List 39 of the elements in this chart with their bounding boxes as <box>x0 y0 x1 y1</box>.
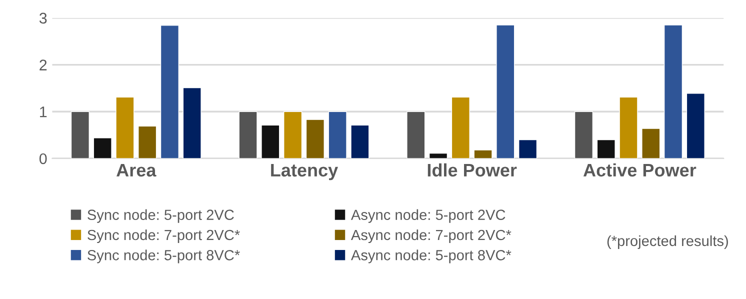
legend-label: Async node: 5-port 8VC* <box>350 250 512 264</box>
bar <box>328 111 347 158</box>
bar <box>686 93 705 158</box>
legend-label: Sync node: 5-port 2VC <box>88 209 234 223</box>
y-tick-label: 3 <box>39 12 47 24</box>
bar <box>93 138 112 158</box>
bar <box>574 111 594 158</box>
bar <box>138 126 157 158</box>
y-tick-label: 0 <box>39 153 47 164</box>
x-tick-label: Area <box>116 164 156 177</box>
bar <box>406 111 426 158</box>
bar <box>116 96 134 158</box>
legend-label: Sync node: 5-port 8VC* <box>88 250 240 264</box>
text: (*projected results) <box>607 235 728 249</box>
bar <box>664 24 683 158</box>
bar <box>474 150 492 158</box>
bar <box>619 96 638 158</box>
bar <box>70 111 90 158</box>
bar <box>596 139 616 158</box>
bar <box>496 24 515 158</box>
legend-label: Async node: 7-port 2VC* <box>350 229 512 244</box>
bar <box>642 128 660 158</box>
bar <box>238 111 258 158</box>
bar <box>428 152 448 158</box>
bar <box>518 139 538 158</box>
x-tick-label: Latency <box>271 164 338 180</box>
bar <box>350 124 370 158</box>
bar <box>182 87 202 158</box>
bar <box>306 119 324 158</box>
legend-label: Async node: 5-port 2VC <box>350 209 506 223</box>
bar <box>160 25 180 158</box>
legend-label: Sync node: 7-port 2VC* <box>88 229 240 244</box>
bar <box>451 96 470 158</box>
bar <box>284 111 302 158</box>
y-tick-label: 1 <box>40 106 47 118</box>
x-tick-label: Idle Power <box>428 163 517 177</box>
y-tick-label: 2 <box>40 60 47 70</box>
x-tick-label: Active Power <box>583 163 696 177</box>
bar <box>261 124 280 158</box>
